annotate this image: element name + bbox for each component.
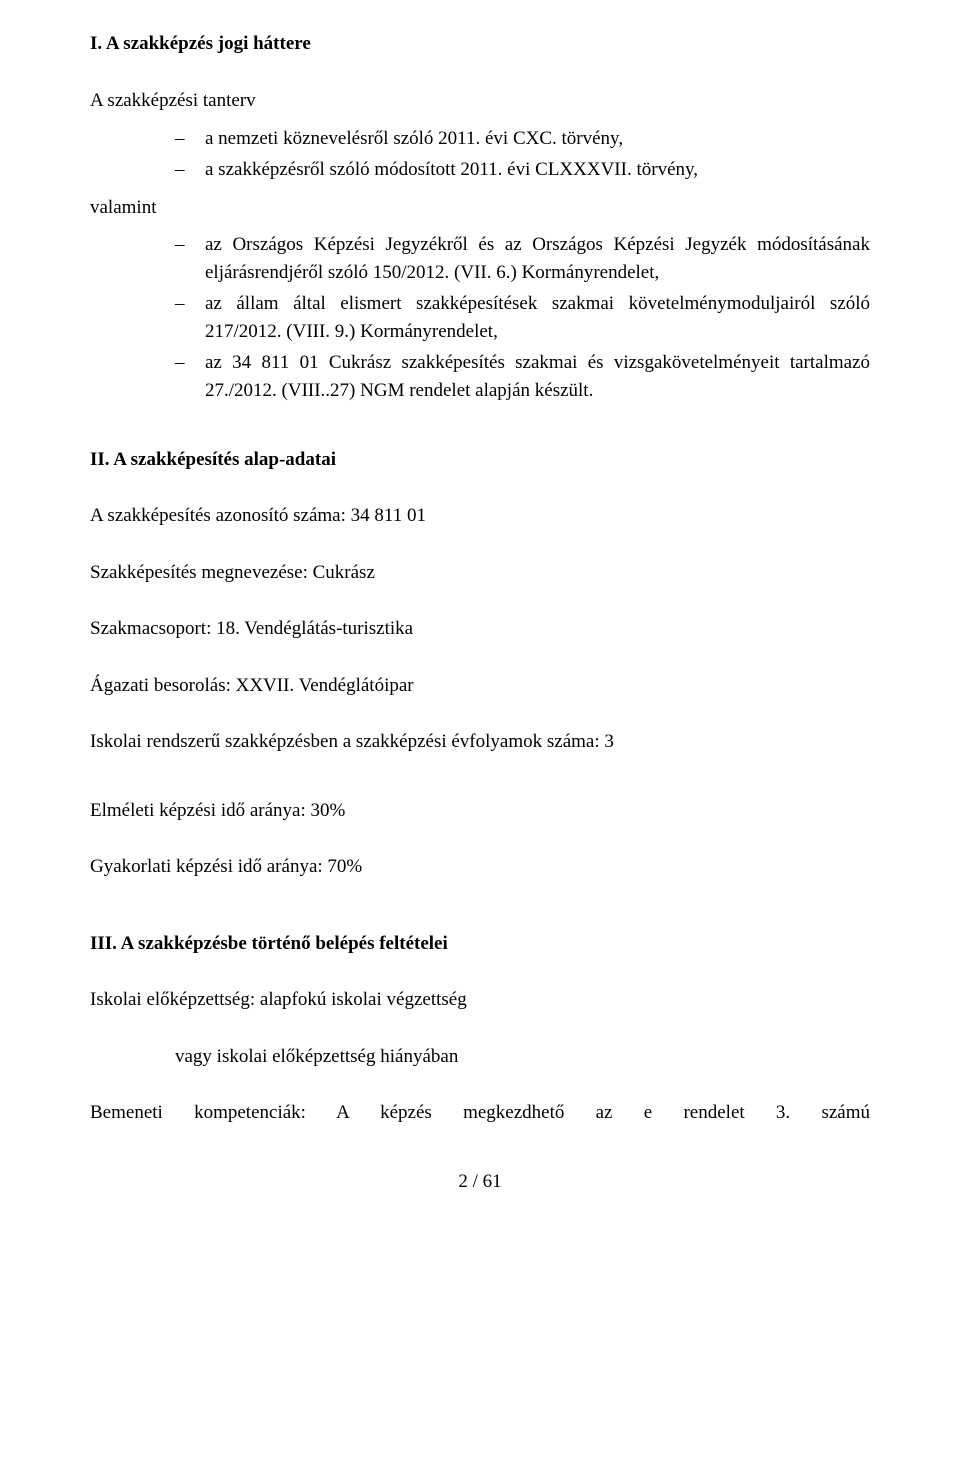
qualification-name: Szakképesítés megnevezése: Cukrász bbox=[90, 559, 870, 588]
list-item: az 34 811 01 Cukrász szakképesítés szakm… bbox=[175, 349, 870, 406]
theory-ratio: Elméleti képzési idő aránya: 30% bbox=[90, 797, 870, 826]
section-1-list-2: az Országos Képzési Jegyzékről és az Ors… bbox=[90, 231, 870, 406]
section-2-heading: II. A szakképesítés alap-adatai bbox=[90, 446, 870, 475]
list-item: a szakképzésről szóló módosított 2011. é… bbox=[175, 156, 870, 185]
list-item: a nemzeti köznevelésről szóló 2011. évi … bbox=[175, 125, 870, 154]
sector-classification: Ágazati besorolás: XXVII. Vendéglátóipar bbox=[90, 672, 870, 701]
list-item: az állam által elismert szakképesítések … bbox=[175, 290, 870, 347]
section-1-list-1: a nemzeti köznevelésről szóló 2011. évi … bbox=[90, 125, 870, 184]
qualification-id: A szakképesítés azonosító száma: 34 811 … bbox=[90, 502, 870, 531]
entry-competencies: Bemeneti kompetenciák: A képzés megkezdh… bbox=[90, 1099, 870, 1128]
practice-ratio: Gyakorlati képzési idő aránya: 70% bbox=[90, 853, 870, 882]
section-3-heading: III. A szakképzésbe történő belépés felt… bbox=[90, 930, 870, 959]
section-1-intro: A szakképzési tanterv bbox=[90, 87, 870, 116]
school-years: Iskolai rendszerű szakképzésben a szakké… bbox=[90, 728, 870, 757]
page-number: 2 / 61 bbox=[90, 1168, 870, 1197]
alternative-condition: vagy iskolai előképzettség hiányában bbox=[90, 1043, 870, 1072]
list-item: az Országos Képzési Jegyzékről és az Ors… bbox=[175, 231, 870, 288]
vocational-group: Szakmacsoport: 18. Vendéglátás-turisztik… bbox=[90, 615, 870, 644]
prior-education: Iskolai előképzettség: alapfokú iskolai … bbox=[90, 986, 870, 1015]
section-1-heading: I. A szakképzés jogi háttere bbox=[90, 30, 870, 59]
valamint-connector: valamint bbox=[90, 194, 870, 223]
